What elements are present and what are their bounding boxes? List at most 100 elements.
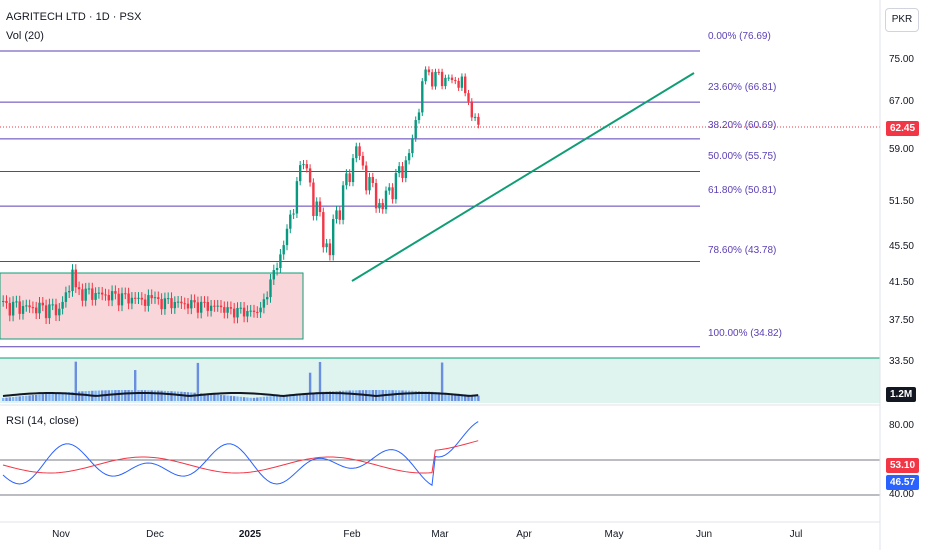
volume-bar	[137, 390, 140, 401]
volume-bar	[279, 395, 282, 401]
candle-body	[305, 164, 308, 169]
candle-body	[229, 307, 233, 309]
volume-bar	[170, 391, 173, 401]
candle-body	[58, 308, 61, 316]
volume-bar	[130, 390, 134, 401]
time-tick: Jun	[695, 529, 713, 540]
fib-level-label: 78.60% (43.78)	[708, 245, 777, 256]
candle-body	[87, 288, 91, 290]
candle-body	[2, 301, 5, 302]
candle-body	[279, 254, 282, 268]
volume-indicator-label[interactable]: Vol (20)	[6, 30, 44, 42]
candlesticks	[2, 66, 480, 325]
candle-body	[74, 269, 77, 288]
ascending-trendline	[351, 72, 695, 282]
candle-body	[404, 160, 407, 179]
candle-body	[200, 301, 203, 313]
candle-body	[25, 305, 28, 307]
volume-bar	[325, 391, 328, 401]
candle-body	[262, 299, 266, 308]
candle-body	[401, 166, 404, 179]
candle-body	[219, 305, 223, 308]
time-tick: Apr	[516, 529, 532, 540]
volume-bar	[117, 390, 120, 401]
candle-body	[147, 295, 150, 306]
candle-body	[239, 307, 242, 309]
volume-bar	[305, 392, 308, 401]
volume-bar	[470, 395, 473, 401]
volume-bar	[302, 393, 305, 401]
price-tick: 51.50	[888, 196, 914, 207]
volume-bar	[259, 397, 262, 401]
candle-body	[450, 77, 454, 81]
candle-body	[170, 298, 173, 309]
volume-bar	[467, 394, 470, 401]
volume-bar	[246, 397, 249, 401]
volume-bar	[275, 395, 279, 401]
volume-bar	[444, 392, 447, 401]
volume-bar	[163, 390, 167, 401]
candle-body	[143, 299, 147, 306]
candle-body	[308, 168, 312, 183]
volume-bar	[28, 395, 31, 401]
symbol-title: AGRITECH LTD · 1D · PSX	[6, 11, 142, 23]
candle-body	[120, 293, 124, 306]
candle-body	[464, 76, 467, 94]
candle-body	[44, 305, 48, 319]
candle-body	[41, 302, 44, 306]
fib-level-label: 100.00% (34.82)	[708, 328, 782, 339]
volume-bar	[143, 390, 147, 401]
candle-body	[167, 298, 170, 300]
candle-body	[134, 297, 137, 299]
candle-body	[28, 305, 31, 308]
volume-bar	[180, 391, 183, 401]
volume-bar	[25, 395, 28, 401]
fib-level-label: 38.20% (60.69)	[708, 120, 777, 131]
candle-body	[163, 298, 167, 310]
candle-body	[68, 291, 71, 293]
volume-bar	[77, 391, 81, 401]
currency-button[interactable]: PKR	[885, 8, 919, 32]
price-tick: 45.50	[888, 241, 914, 252]
volume-bar	[308, 372, 312, 401]
volume-bar	[411, 390, 414, 401]
fib-level-label: 23.60% (66.81)	[708, 82, 777, 93]
volume-bar	[200, 393, 203, 401]
volume-bar	[51, 393, 54, 401]
candle-body	[312, 182, 315, 216]
candle-body	[249, 310, 252, 312]
candle-body	[457, 80, 460, 88]
fib-level-label: 0.00% (76.69)	[708, 31, 771, 42]
candle-body	[150, 295, 153, 299]
volume-bar	[295, 393, 299, 401]
candle-body	[54, 304, 58, 316]
volume-bar	[193, 392, 196, 401]
candle-body	[153, 297, 157, 299]
volume-bar	[203, 393, 206, 401]
candle-body	[127, 293, 130, 304]
volume-bar	[401, 390, 404, 401]
volume-bar	[74, 361, 77, 401]
volume-bar	[8, 397, 11, 401]
candle-body	[266, 297, 269, 300]
candle-body	[180, 301, 183, 304]
candle-body	[236, 307, 239, 318]
candle-body	[417, 112, 421, 121]
candle-body	[440, 71, 444, 87]
candle-body	[345, 173, 348, 186]
volume-bar	[272, 395, 275, 401]
volume-bar	[31, 395, 35, 401]
candle-body	[140, 297, 143, 300]
volume-bar	[358, 390, 361, 401]
rsi-line	[2, 421, 479, 487]
volume-bar	[242, 397, 246, 401]
volume-bar	[41, 394, 44, 401]
candle-body	[173, 302, 176, 309]
rsi-indicator-label[interactable]: RSI (14, close)	[6, 415, 79, 427]
candle-body	[216, 305, 219, 307]
candle-body	[71, 269, 74, 292]
price-tick: 41.50	[888, 277, 914, 288]
volume-bar	[434, 392, 437, 401]
candle-body	[193, 300, 196, 303]
